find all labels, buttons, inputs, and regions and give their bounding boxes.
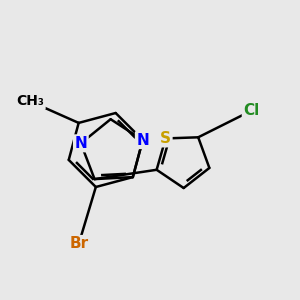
Text: N: N	[136, 133, 149, 148]
Text: S: S	[160, 131, 171, 146]
Text: Cl: Cl	[243, 103, 260, 118]
Text: N: N	[74, 136, 87, 151]
Text: CH₃: CH₃	[16, 94, 44, 109]
Text: Br: Br	[69, 236, 88, 251]
